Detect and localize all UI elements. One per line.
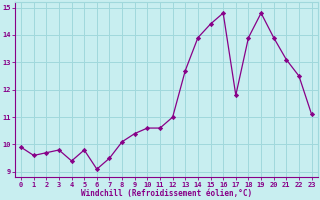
- X-axis label: Windchill (Refroidissement éolien,°C): Windchill (Refroidissement éolien,°C): [81, 189, 252, 198]
